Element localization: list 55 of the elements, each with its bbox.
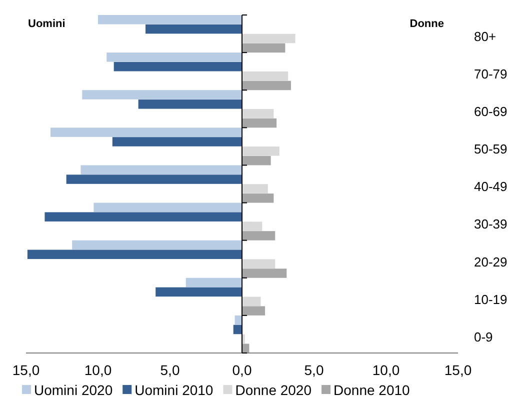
bar xyxy=(112,137,242,146)
y-tick-label: 70-79 xyxy=(474,66,508,82)
bar xyxy=(94,202,242,212)
bar xyxy=(242,231,276,240)
y-tick-label: 80+ xyxy=(474,28,496,44)
x-tick-label: 10,0 xyxy=(372,362,400,378)
bar xyxy=(106,52,242,62)
x-tick-label: 10,0 xyxy=(84,362,112,378)
annotation: Donne xyxy=(410,18,444,30)
bar xyxy=(233,324,242,334)
legend-label: Donne 2020 xyxy=(235,382,312,398)
bar xyxy=(242,306,266,316)
bar xyxy=(242,43,286,53)
y-tick-label: 0-9 xyxy=(474,329,493,344)
x-tick-label: 5,0 xyxy=(160,362,180,378)
bar xyxy=(242,184,268,194)
bar xyxy=(242,34,296,44)
bar xyxy=(242,296,261,306)
bar xyxy=(27,250,242,260)
legend-label: Donne 2010 xyxy=(334,382,410,398)
x-tick-label: 0,0 xyxy=(232,362,252,378)
bar xyxy=(138,100,242,109)
bar xyxy=(242,194,274,203)
y-tick-label: 60-69 xyxy=(474,104,508,120)
y-tick-label: 50-59 xyxy=(474,142,508,157)
legend-label: Uomini 2010 xyxy=(134,382,214,398)
bar xyxy=(242,156,271,166)
y-tick-label: 10-19 xyxy=(474,292,508,307)
bar xyxy=(98,15,242,24)
bar xyxy=(44,212,242,222)
bar xyxy=(242,80,291,90)
x-tick-label: 15,0 xyxy=(12,362,40,378)
bar xyxy=(66,174,242,184)
bar xyxy=(72,240,242,250)
bar xyxy=(146,24,242,34)
bar xyxy=(50,128,242,137)
bar xyxy=(242,71,288,81)
bar xyxy=(242,146,280,156)
y-tick-label: 20-29 xyxy=(474,254,508,270)
bar xyxy=(114,62,242,72)
legend-label: Uomini 2020 xyxy=(34,382,113,398)
bar xyxy=(82,90,242,100)
bar xyxy=(186,278,242,288)
y-tick-label: 30-39 xyxy=(474,216,508,232)
bar xyxy=(242,222,262,231)
bar xyxy=(242,259,276,268)
bar xyxy=(242,118,277,128)
bar xyxy=(156,287,242,297)
bar xyxy=(242,108,274,118)
x-tick-label: 15,0 xyxy=(444,362,472,378)
y-tick-label: 40-49 xyxy=(474,179,508,194)
annotation: Uomini xyxy=(28,18,66,30)
x-tick-label: 5,0 xyxy=(304,362,324,378)
bar xyxy=(242,268,287,278)
bar xyxy=(80,165,242,174)
